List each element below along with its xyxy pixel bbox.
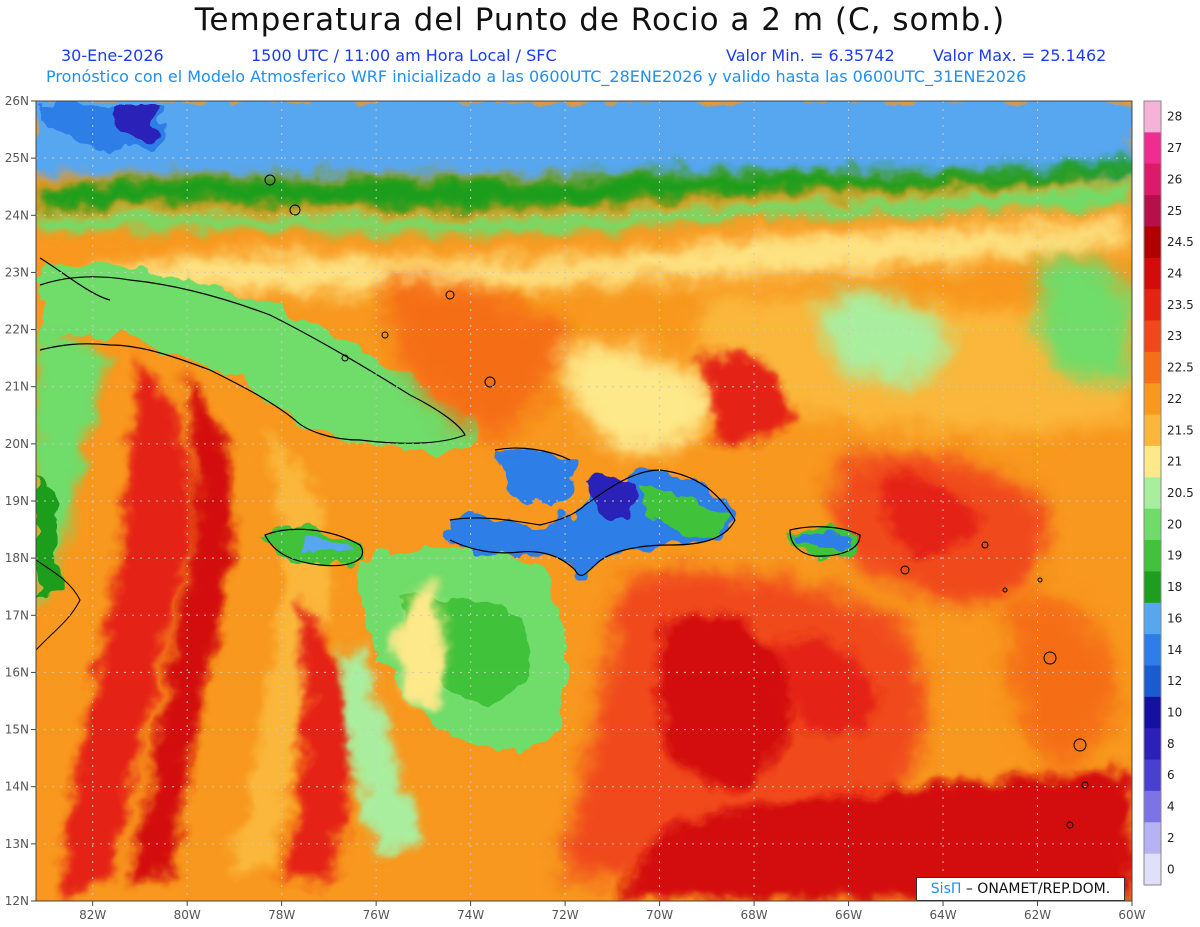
legend-swatch xyxy=(1144,571,1161,604)
lon-label: 78W xyxy=(268,908,295,922)
legend-swatch xyxy=(1144,132,1161,165)
legend-swatch xyxy=(1144,602,1161,635)
legend-swatch xyxy=(1144,540,1161,572)
lat-label: 21N xyxy=(5,380,29,394)
legend-label: 12 xyxy=(1167,674,1182,688)
legend-label: 21.5 xyxy=(1167,423,1194,437)
legend-label: 4 xyxy=(1167,800,1175,814)
lon-label: 64W xyxy=(929,908,956,922)
legend-swatch xyxy=(1144,822,1161,855)
min-value: Valor Min. = 6.35742 xyxy=(726,46,895,65)
legend-label: 28 xyxy=(1167,110,1182,124)
legend-label: 23 xyxy=(1167,329,1182,343)
legend-swatch xyxy=(1144,665,1161,698)
legend-label: 24.5 xyxy=(1167,235,1194,249)
legend-swatch xyxy=(1144,257,1161,290)
legend-swatch xyxy=(1144,634,1161,666)
graticule xyxy=(36,101,1132,901)
lon-label: 72W xyxy=(552,908,579,922)
legend-label: 14 xyxy=(1167,643,1182,657)
legend-label: 20.5 xyxy=(1167,486,1194,500)
color-field xyxy=(36,101,1132,901)
legend-swatch xyxy=(1144,508,1161,541)
legend-frame xyxy=(1143,100,1162,886)
legend-label: 19 xyxy=(1167,549,1182,563)
lon-label: 70W xyxy=(646,908,673,922)
forecast-time: 1500 UTC / 11:00 am Hora Local / SFC xyxy=(251,46,557,65)
legend-label: 25 xyxy=(1167,204,1182,218)
longitude-labels: 82W 80W 78W 76W 74W 72W 70W 68W 66W 64W 62W 60W xyxy=(79,908,1146,922)
lon-label: 66W xyxy=(835,908,862,922)
legend-swatch xyxy=(1144,351,1161,384)
model-info: Pronóstico con el Modelo Atmosferico WRF… xyxy=(46,67,1027,86)
legend-swatch xyxy=(1144,226,1161,259)
lat-label: 22N xyxy=(5,323,29,337)
max-value: Valor Max. = 25.1462 xyxy=(933,46,1107,65)
lon-label: 62W xyxy=(1024,908,1051,922)
legend-swatch xyxy=(1144,790,1161,823)
lat-label: 14N xyxy=(5,780,29,794)
legend-swatch xyxy=(1144,696,1161,729)
legend-swatch xyxy=(1144,320,1161,353)
legend-label: 18 xyxy=(1167,580,1182,594)
color-legend: 2827262524.52423.52322.52221.52120.52019… xyxy=(1143,100,1194,886)
lat-label: 20N xyxy=(5,437,29,451)
lat-label: 26N xyxy=(5,94,29,108)
lat-label: 12N xyxy=(5,894,29,908)
legend-label: 22 xyxy=(1167,392,1182,406)
legend-label: 23.5 xyxy=(1167,298,1194,312)
lat-label: 19N xyxy=(5,494,29,508)
lon-label: 76W xyxy=(363,908,390,922)
legend-label: 16 xyxy=(1167,611,1182,625)
map-title: Temperatura del Punto de Rocio a 2 m (C,… xyxy=(194,2,1006,38)
legend-label: 20 xyxy=(1167,517,1182,531)
sispi-logo: SisΠ xyxy=(930,881,962,897)
legend-swatch xyxy=(1144,163,1161,196)
legend-swatch xyxy=(1144,477,1161,510)
legend-swatch xyxy=(1144,728,1161,761)
lon-label: 68W xyxy=(740,908,767,922)
legend-label: 26 xyxy=(1167,172,1182,186)
legend-label: 8 xyxy=(1167,737,1175,751)
legend-swatch xyxy=(1144,289,1161,322)
legend-swatch xyxy=(1144,383,1161,416)
lon-label: 80W xyxy=(174,908,201,922)
legend-label: 24 xyxy=(1167,266,1182,280)
lat-label: 23N xyxy=(5,265,29,279)
lat-label: 24N xyxy=(5,208,29,222)
legend-label: 6 xyxy=(1167,768,1175,782)
legend-swatch xyxy=(1144,101,1161,133)
latitude-labels: 26N 25N 24N 23N 22N 21N 20N 19N 18N 17N 16N 15N 14N 1… xyxy=(5,94,29,908)
lat-label: 17N xyxy=(5,608,29,622)
legend-swatch xyxy=(1144,414,1161,447)
axis-ticks xyxy=(31,100,1133,906)
lat-label: 25N xyxy=(5,151,29,165)
legend-label: 27 xyxy=(1167,141,1182,155)
legend-label: 10 xyxy=(1167,706,1182,720)
legend-swatch xyxy=(1144,853,1161,886)
central-america-coast xyxy=(35,559,81,651)
small-islands xyxy=(264,174,1089,829)
legend-label: 22.5 xyxy=(1167,361,1194,375)
lon-label: 74W xyxy=(457,908,484,922)
lon-label: 82W xyxy=(79,908,106,922)
legend-label: 21 xyxy=(1167,455,1182,469)
legend-swatch xyxy=(1144,195,1161,227)
lon-label: 60W xyxy=(1118,908,1145,922)
legend-label: 0 xyxy=(1167,862,1175,876)
lat-label: 16N xyxy=(5,665,29,679)
credit-box: SisΠ – ONAMET/REP.DOM. xyxy=(916,877,1125,901)
legend-label: 2 xyxy=(1167,831,1175,845)
forecast-date: 30-Ene-2026 xyxy=(61,46,164,65)
coastlines xyxy=(39,257,861,577)
lat-label: 15N xyxy=(5,723,29,737)
lat-label: 13N xyxy=(5,837,29,851)
legend-swatch xyxy=(1144,445,1161,478)
credit-text: – ONAMET/REP.DOM. xyxy=(961,881,1111,897)
lat-label: 18N xyxy=(5,551,29,565)
legend-swatch xyxy=(1144,759,1161,792)
